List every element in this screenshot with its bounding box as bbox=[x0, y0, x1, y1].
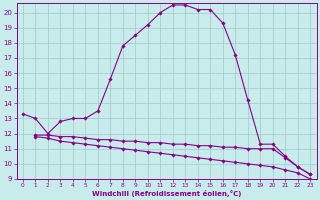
X-axis label: Windchill (Refroidissement éolien,°C): Windchill (Refroidissement éolien,°C) bbox=[92, 190, 241, 197]
